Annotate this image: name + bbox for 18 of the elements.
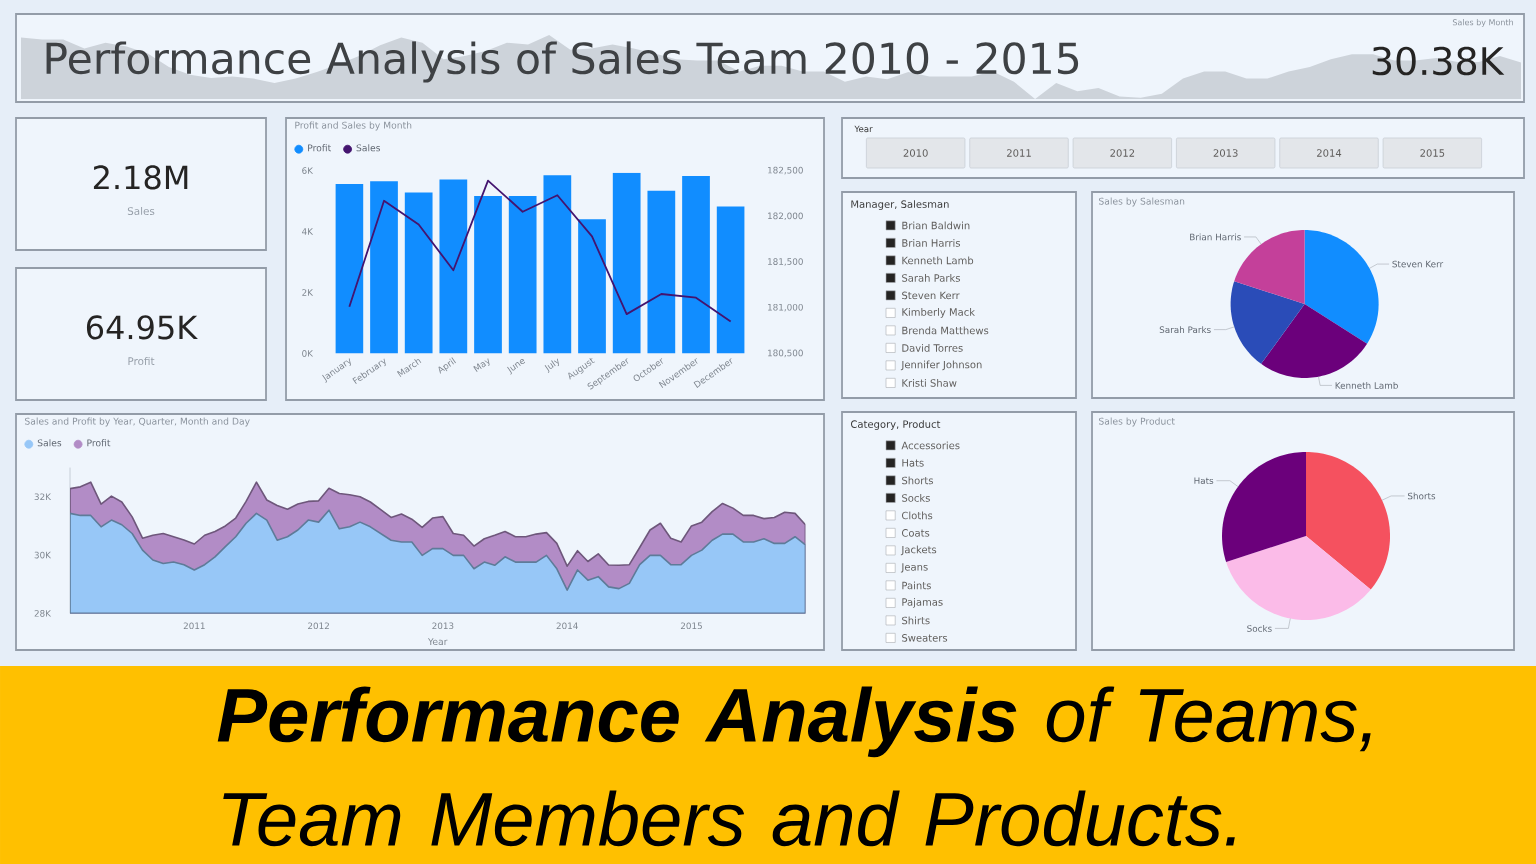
text: 64.95K [86, 315, 198, 340]
bar [578, 219, 606, 354]
bar [543, 175, 572, 354]
bar [612, 172, 641, 354]
text: Performance Analysis of Teams, Team Members and Products. [217, 686, 1371, 847]
bar [439, 179, 468, 354]
bar [682, 176, 710, 354]
bar [474, 195, 502, 354]
bar [508, 195, 537, 354]
text: Performance Analysis of Sales Team 2010 - 2015 [46, 41, 1079, 83]
bar [716, 206, 745, 354]
bar [370, 181, 398, 354]
line-series [348, 179, 732, 323]
annotation: 30.38K [1372, 46, 1505, 76]
bar [647, 190, 676, 354]
text: 2.18M [93, 165, 188, 190]
bar [404, 192, 433, 354]
bar [335, 184, 364, 354]
